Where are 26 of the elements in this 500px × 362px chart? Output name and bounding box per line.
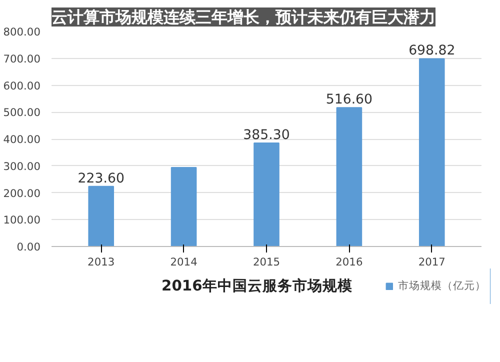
bar bbox=[418, 58, 445, 246]
y-tick-label: 400.00 bbox=[3, 133, 41, 146]
y-tick-label: 0.00 bbox=[16, 240, 41, 254]
text: 2016年中国云服务市场规模 bbox=[162, 276, 352, 294]
y-tick-label: 600.00 bbox=[3, 79, 41, 92]
bar bbox=[170, 166, 197, 246]
bar bbox=[336, 107, 362, 246]
x-tick-label: 2013 bbox=[88, 256, 115, 268]
data-label: 516.60 bbox=[326, 92, 373, 108]
x-tick-label: 2014 bbox=[170, 256, 198, 268]
y-tick-label: 700.00 bbox=[3, 52, 41, 66]
chart-subtitle: 云计算市场规模连续三年增长，预计未来仍有巨大潜力 bbox=[52, 8, 436, 26]
y-tick-label: 500.00 bbox=[3, 106, 41, 120]
bar bbox=[88, 186, 114, 246]
y-tick-label: 800.00 bbox=[3, 26, 41, 38]
data-label: 223.60 bbox=[78, 171, 124, 186]
x-tick-label: 2017 bbox=[418, 256, 446, 268]
y-tick-label: 100.00 bbox=[3, 214, 41, 227]
y-tick-label: 200.00 bbox=[3, 186, 41, 200]
x-tick-label: 2015 bbox=[252, 256, 280, 268]
legend-label: 市场规模（亿元） bbox=[398, 279, 486, 293]
y-tick-label: 300.00 bbox=[3, 160, 41, 173]
data-label: 698.82 bbox=[408, 44, 456, 59]
bar bbox=[254, 142, 280, 246]
data-label: 385.30 bbox=[243, 128, 290, 143]
x-tick-label: 2016 bbox=[336, 256, 363, 268]
